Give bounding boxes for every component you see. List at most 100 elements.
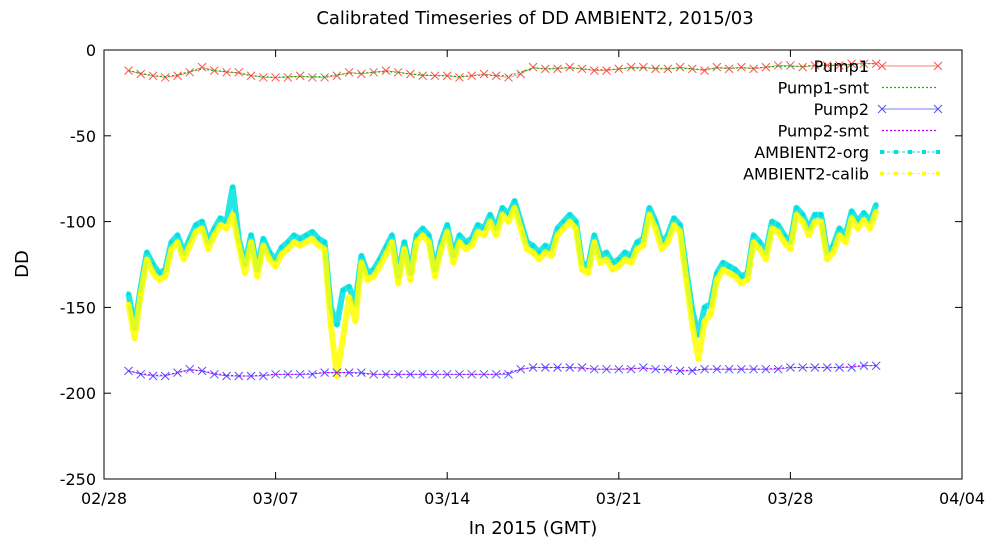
pump2-point <box>626 364 636 374</box>
pump1-point <box>258 73 268 82</box>
pump1-point <box>687 64 697 74</box>
legend-item: Pump1-smt <box>778 79 938 98</box>
ambient2-calib-point <box>610 267 615 272</box>
ambient2-org-point <box>322 240 327 245</box>
ambient2-org-point <box>414 233 419 238</box>
ambient2-calib-point <box>432 274 437 279</box>
pump2-point <box>724 364 734 374</box>
pump2-point <box>700 364 709 374</box>
pump1-point <box>614 64 624 74</box>
ambient2-org-point <box>157 271 162 276</box>
ambient2-org-point <box>770 219 775 224</box>
x-tick-label: 03/07 <box>253 489 299 508</box>
ambient2-calib-point <box>224 226 229 231</box>
pump1-point <box>749 64 758 74</box>
ambient2-org-point <box>488 212 493 217</box>
pump2-point <box>160 371 170 381</box>
ambient2-org-point <box>855 219 860 224</box>
ambient2-calib-point <box>402 247 407 252</box>
ambient2-calib-point <box>187 243 192 248</box>
ambient2-calib-point <box>751 240 756 245</box>
ambient2-org-point <box>610 260 615 265</box>
legend-marker <box>936 171 940 176</box>
ambient2-calib-point <box>849 216 854 221</box>
pump2-point <box>185 364 195 374</box>
pump1-point <box>332 71 342 81</box>
pump1-point <box>589 66 599 75</box>
ambient2-org-point <box>604 250 609 255</box>
ambient2-org-point <box>592 233 597 238</box>
pump2-point <box>197 366 207 376</box>
ambient2-org-point <box>390 233 395 238</box>
ambient2-org-point <box>279 245 284 250</box>
ambient2-calib-point <box>249 240 254 245</box>
y-axis-label: DD <box>12 250 33 278</box>
ambient2-calib-point <box>310 236 315 241</box>
ambient2-org-point <box>212 226 217 231</box>
ambient2-calib-point <box>457 240 462 245</box>
ambient2-calib-point <box>543 250 548 255</box>
ambient2-org-point <box>567 212 572 217</box>
legend-marker <box>894 150 898 154</box>
ambient2-calib-point <box>390 240 395 245</box>
ambient2-calib-point <box>868 226 873 231</box>
ambient2-org-point <box>347 284 352 289</box>
ambient2-org-point <box>543 243 548 248</box>
ambient2-org-point <box>671 216 676 221</box>
ambient2-calib-point <box>653 226 658 231</box>
pump1-point <box>234 67 244 77</box>
ambient2-calib-point <box>647 212 652 217</box>
legend-label: AMBIENT2-org <box>754 143 869 162</box>
ambient2-org-point <box>218 216 223 221</box>
pump1-point <box>283 73 293 82</box>
ambient2-calib-point <box>763 257 768 262</box>
pump2-point <box>847 363 857 372</box>
pump1-point <box>295 71 305 81</box>
ambient2-org-point <box>622 250 627 255</box>
ambient2-org-point <box>757 240 762 245</box>
ambient2-org-point <box>341 288 346 293</box>
ambient2-org-point <box>849 209 854 214</box>
pump2-point <box>871 361 881 371</box>
x-tick-label: 03/14 <box>424 489 470 508</box>
ambient2-calib-point <box>414 240 419 245</box>
ambient2-calib-point <box>531 250 535 255</box>
legend-marker <box>936 150 940 154</box>
ambient2-org-point <box>537 250 542 255</box>
ambient2-calib-point <box>371 274 376 279</box>
pump2-point <box>258 371 268 381</box>
series-line-pump1-smt <box>128 63 877 79</box>
pump1-point <box>136 69 146 79</box>
ambient2-org-point <box>776 223 781 228</box>
pump1-point <box>528 62 538 72</box>
ambient2-calib-point <box>635 247 640 252</box>
series-pump1-smt <box>128 63 877 79</box>
ambient2-org-point <box>794 205 799 210</box>
pump2-point <box>308 369 317 379</box>
ambient2-calib-point <box>322 247 327 252</box>
pump1-point <box>222 67 231 77</box>
legend-label: Pump2 <box>814 100 869 119</box>
pump1-point <box>602 66 611 75</box>
ambient2-org-point <box>555 226 560 231</box>
pump1-point <box>455 73 464 82</box>
pump2-point <box>638 363 648 372</box>
pump1-point <box>675 62 685 72</box>
ambient2-calib-point <box>549 253 554 258</box>
ambient2-org-point <box>334 322 339 327</box>
legend-label: Pump2-smt <box>778 122 869 141</box>
pump1-point <box>786 61 795 70</box>
ambient2-calib-point <box>622 257 627 262</box>
pump2-point <box>675 366 685 376</box>
ambient2-org-point <box>635 240 640 245</box>
legend-point <box>877 104 887 114</box>
ambient2-org-point <box>316 236 321 241</box>
series-ambient2-calib <box>125 204 880 379</box>
ambient2-calib-point <box>334 374 339 379</box>
legend-item: Pump1 <box>814 57 943 76</box>
ambient2-org-point <box>463 240 468 245</box>
pump2-point <box>565 363 575 372</box>
y-tick-label: 0 <box>86 41 96 60</box>
ambient2-org-point <box>812 212 817 217</box>
